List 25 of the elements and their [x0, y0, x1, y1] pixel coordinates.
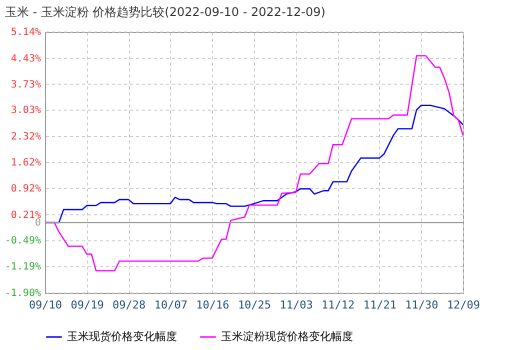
x-tick-label: 09/28 [112, 298, 146, 312]
x-tick-label: 10/16 [196, 298, 230, 312]
x-tick-label: 11/12 [322, 298, 355, 312]
x-tick-label: 11/21 [363, 298, 396, 312]
x-tick-label: 11/30 [405, 298, 438, 312]
x-tick-label: 12/09 [446, 298, 480, 312]
x-tick-label: 10/25 [238, 298, 272, 312]
y-tick-label: 3.73% [10, 79, 41, 90]
x-tick-label: 10/07 [154, 298, 188, 312]
y-tick-label: 5.14% [10, 27, 41, 38]
legend-label: 玉米现货价格变化幅度 [67, 330, 177, 343]
y-tick-label: 4.43% [10, 53, 41, 64]
x-tick-label: 09/10 [28, 298, 62, 312]
y-tick-label: 0 [34, 218, 41, 229]
y-tick-label: -0.49% [4, 236, 41, 247]
y-tick-label: 3.03% [10, 105, 41, 116]
y-tick-label: 2.32% [10, 132, 41, 143]
y-tick-label: 1.62% [10, 158, 41, 168]
legend-label: 玉米淀粉现货价格变化幅度 [221, 330, 353, 343]
x-tick-label: 09/19 [70, 298, 104, 312]
x-tick-label: 11/03 [280, 298, 313, 312]
y-tick-label: -1.19% [4, 262, 41, 273]
chart-title: 玉米 - 玉米淀粉 价格趋势比较(2022-09-10 - 2022-12-09) [4, 5, 326, 19]
y-tick-label: 0.92% [10, 183, 41, 194]
y-tick-label: -1.90% [4, 288, 41, 299]
